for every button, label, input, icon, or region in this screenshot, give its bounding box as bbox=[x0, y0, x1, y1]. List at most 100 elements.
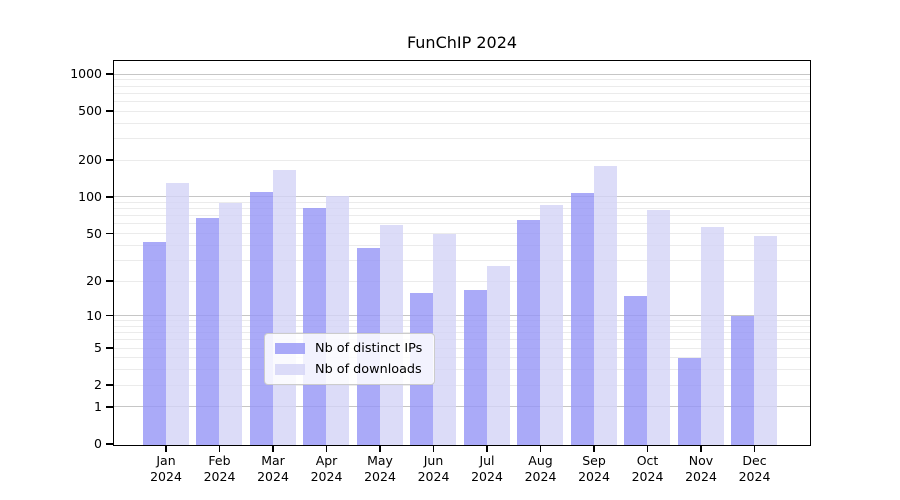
x-tick-mark bbox=[272, 446, 274, 452]
bar-downloads bbox=[647, 209, 670, 445]
bar-distinct-ips bbox=[142, 241, 166, 445]
x-tick-mark bbox=[539, 446, 542, 452]
grid-line-minor bbox=[114, 325, 810, 327]
x-tick-mark bbox=[218, 446, 221, 452]
y-tick-mark bbox=[106, 159, 113, 161]
bar-downloads bbox=[593, 166, 617, 445]
y-tick-label: 200 bbox=[78, 152, 102, 167]
x-tick-mark bbox=[325, 446, 328, 452]
bar-distinct-ips bbox=[196, 217, 219, 445]
y-tick-label: 20 bbox=[86, 273, 102, 288]
bar-downloads bbox=[326, 195, 349, 445]
grid-line-minor bbox=[114, 85, 810, 87]
grid-line-minor bbox=[114, 208, 810, 210]
y-tick-mark bbox=[106, 196, 113, 198]
plot-area bbox=[113, 60, 811, 446]
bar-downloads bbox=[433, 234, 456, 445]
grid-line-minor bbox=[114, 122, 810, 124]
grid-line-minor bbox=[114, 357, 810, 359]
bar-downloads bbox=[754, 236, 777, 445]
x-tick-mark bbox=[432, 446, 435, 452]
y-tick-label: 500 bbox=[78, 103, 102, 119]
legend-row: Nb of distinct IPs bbox=[275, 341, 422, 356]
y-tick-label: 2 bbox=[94, 377, 102, 393]
grid-line-minor bbox=[114, 79, 810, 81]
grid-line-minor bbox=[114, 347, 810, 349]
bar-distinct-ips bbox=[731, 316, 754, 445]
grid-line-minor bbox=[114, 384, 810, 386]
bar-downloads bbox=[700, 227, 724, 445]
x-tick-label: Jul 2024 bbox=[471, 453, 503, 484]
x-tick-label: Apr 2024 bbox=[310, 453, 343, 484]
chart-title: FunChIP 2024 bbox=[406, 33, 518, 52]
grid-line-minor bbox=[114, 339, 810, 341]
y-tick-label: 0 bbox=[94, 436, 102, 451]
grid-line-minor bbox=[114, 159, 810, 161]
bar-distinct-ips bbox=[570, 193, 594, 445]
x-tick-label: Aug 2024 bbox=[524, 453, 557, 484]
grid-line-major bbox=[114, 73, 810, 75]
x-tick-label: Mar 2024 bbox=[257, 453, 289, 484]
bar-distinct-ips bbox=[249, 192, 273, 445]
grid-line-minor bbox=[114, 100, 810, 102]
grid-line-minor bbox=[114, 223, 810, 225]
y-tick-mark bbox=[106, 443, 113, 445]
bar-downloads bbox=[540, 204, 563, 445]
y-tick-label: 50 bbox=[86, 225, 102, 241]
grid-line-minor bbox=[114, 332, 810, 334]
y-tick-mark bbox=[106, 110, 113, 112]
y-tick-label: 100 bbox=[78, 188, 102, 204]
bar-downloads bbox=[219, 203, 242, 445]
grid-line-major bbox=[114, 315, 810, 317]
x-tick-mark bbox=[700, 446, 702, 452]
y-tick-mark bbox=[106, 280, 113, 282]
y-tick-label: 1000 bbox=[70, 66, 102, 81]
y-tick-mark bbox=[106, 232, 113, 235]
x-tick-label: Feb 2024 bbox=[203, 453, 236, 484]
x-tick-label: May 2024 bbox=[364, 453, 396, 484]
legend: Nb of distinct IPs Nb of downloads bbox=[264, 333, 436, 385]
y-tick-label: 1 bbox=[94, 398, 102, 414]
x-tick-label: Jun 2024 bbox=[417, 453, 450, 484]
x-tick-label: Jan 2024 bbox=[150, 453, 182, 484]
legend-label: Nb of distinct IPs bbox=[315, 341, 423, 356]
x-tick-mark bbox=[753, 446, 756, 452]
x-tick-mark bbox=[165, 446, 167, 452]
grid-line-minor bbox=[114, 137, 810, 139]
y-tick-mark bbox=[106, 384, 113, 386]
x-tick-label: Sep 2024 bbox=[578, 453, 610, 484]
x-tick-mark bbox=[486, 446, 488, 452]
bar-distinct-ips bbox=[624, 296, 647, 445]
grid-line-minor bbox=[114, 369, 810, 371]
grid-line-minor bbox=[114, 320, 810, 322]
y-tick-mark bbox=[106, 314, 113, 317]
bar-distinct-ips bbox=[677, 358, 701, 445]
grid-line-minor bbox=[114, 244, 810, 246]
grid-line-minor bbox=[114, 92, 810, 94]
grid-line-minor bbox=[114, 110, 810, 112]
bar-downloads bbox=[486, 266, 510, 445]
y-tick-label: 10 bbox=[86, 307, 102, 323]
x-tick-label: Oct 2024 bbox=[631, 453, 664, 484]
y-tick-mark bbox=[106, 73, 113, 75]
bar-distinct-ips bbox=[463, 289, 487, 445]
grid-line-minor bbox=[114, 215, 810, 217]
legend-label: Nb of downloads bbox=[315, 362, 422, 377]
grid-line-major bbox=[114, 196, 810, 198]
grid-line-minor bbox=[114, 280, 810, 282]
x-tick-label: Dec 2024 bbox=[738, 453, 771, 484]
x-tick-label: Nov 2024 bbox=[685, 453, 717, 484]
grid-line-minor bbox=[114, 202, 810, 203]
bar-distinct-ips bbox=[303, 207, 326, 445]
grid-line-minor bbox=[114, 233, 810, 234]
x-tick-mark bbox=[379, 446, 381, 452]
grid-line-minor bbox=[114, 259, 810, 261]
legend-swatch-distinct-ips bbox=[275, 343, 305, 354]
x-tick-mark bbox=[593, 446, 595, 452]
legend-swatch-downloads bbox=[275, 364, 305, 375]
y-tick-mark bbox=[106, 347, 113, 349]
bar-distinct-ips bbox=[517, 220, 540, 445]
x-tick-mark bbox=[646, 446, 649, 452]
y-tick-label: 5 bbox=[94, 340, 102, 356]
